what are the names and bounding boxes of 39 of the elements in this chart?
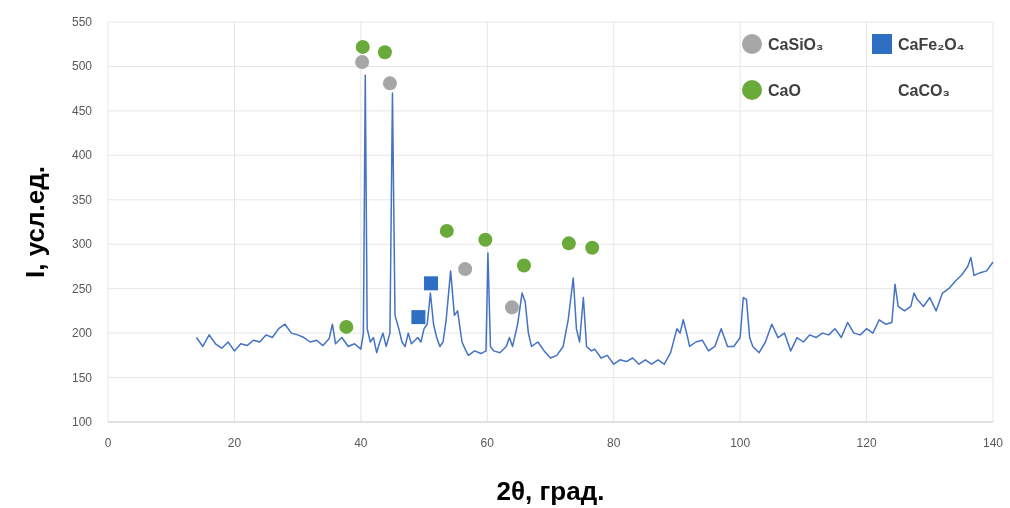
x-tick-label: 20 [227,436,242,450]
y-tick-label: 300 [71,237,93,252]
point [504,300,519,315]
x-tick-label: 80 [607,436,621,450]
y-tick-label: 450 [71,103,93,118]
point [585,240,600,255]
point [424,276,439,291]
legend-label: CaSiO₃ [768,36,824,53]
y-tick-label: 400 [71,148,93,163]
point [382,76,397,91]
x-tick-label: 0 [104,436,112,450]
point [377,45,392,60]
point [478,232,493,247]
point [355,39,370,54]
y-tick-label: 200 [71,326,93,341]
y-tick-label: 150 [71,370,93,385]
y-tick-label: 250 [71,281,93,296]
point [561,236,576,251]
point [458,262,473,277]
y-tick-label: 100 [71,415,93,429]
y-tick-label: 550 [71,15,93,29]
annotation: CaCO₃ [898,82,950,99]
x-tick-label: 60 [480,436,495,450]
point [339,319,354,334]
point [355,55,370,69]
x-axis-title: 2θ, град. [496,476,605,506]
point [439,223,454,238]
legend-label: CaO [768,82,801,99]
x-tick-label: 40 [354,436,368,450]
y-tick-label: 500 [71,59,93,74]
legend-label: CaFe₂O₄ [898,36,965,53]
line-series [195,74,994,365]
point [411,310,426,325]
x-tick-label: 140 [982,436,1004,450]
x-tick-label: 100 [730,436,751,450]
point [516,258,531,273]
y-axis-title: I, усл.ед. [20,166,50,278]
x-tick-label: 120 [856,436,877,450]
y-tick-label: 350 [71,192,93,207]
